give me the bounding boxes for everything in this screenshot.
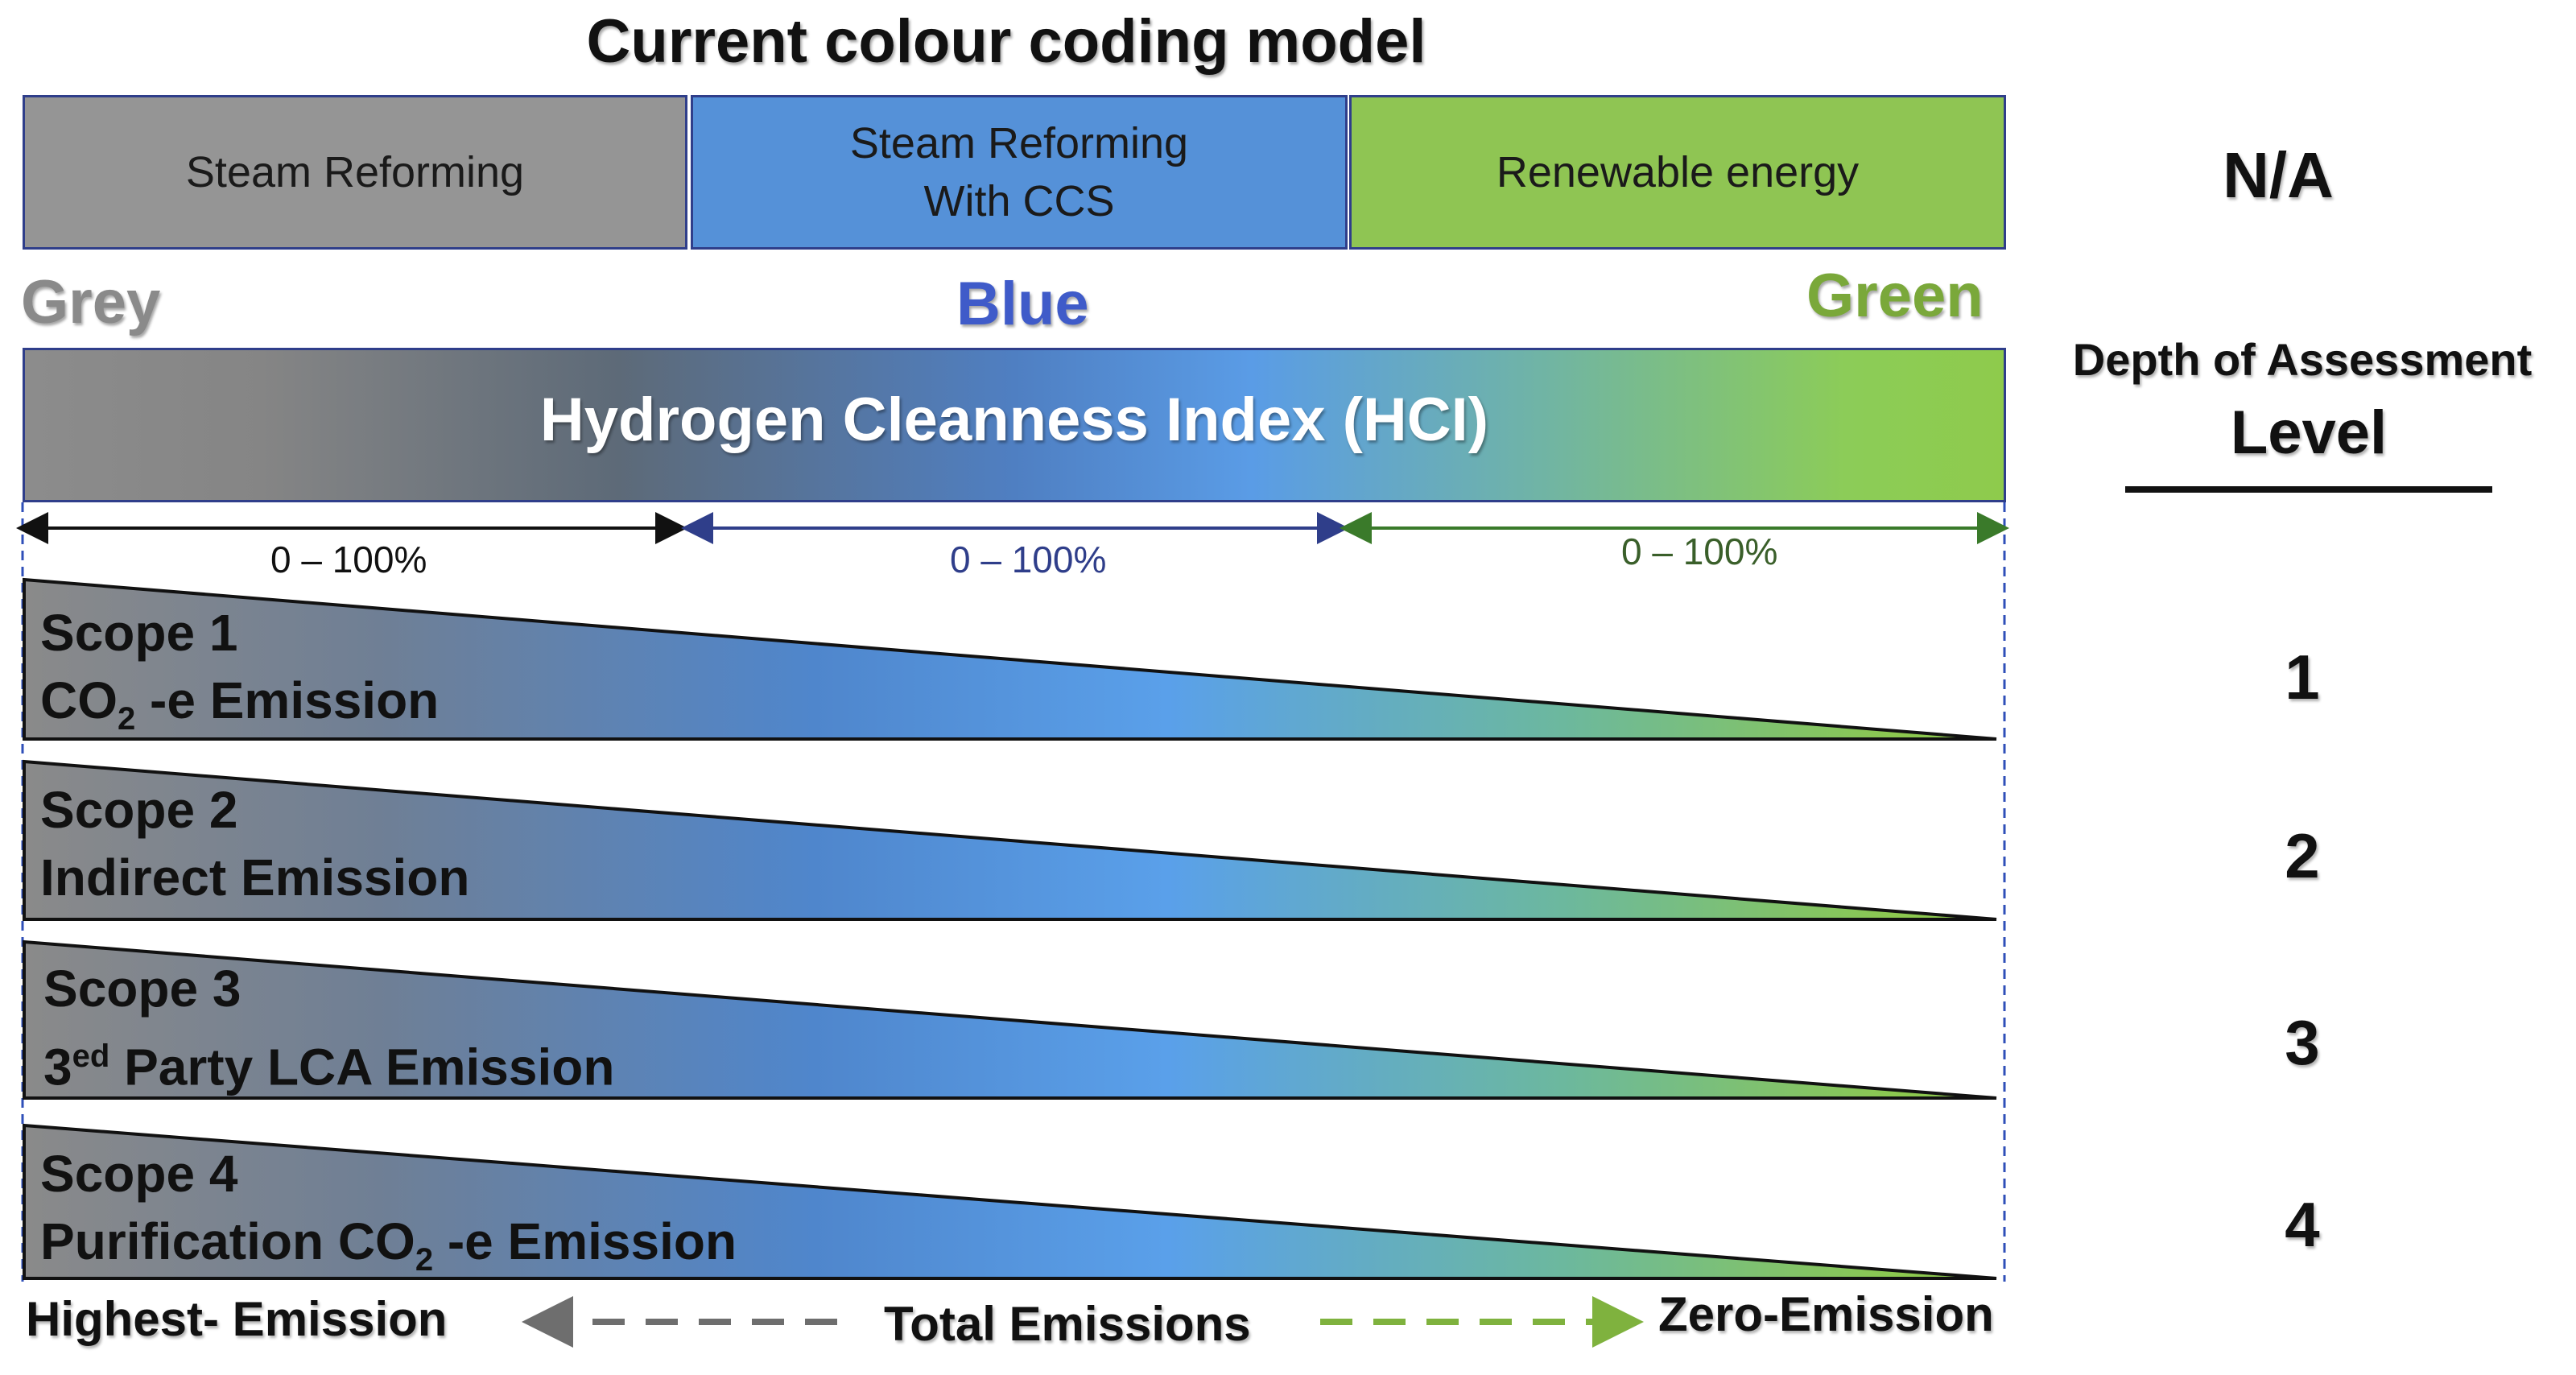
scope-1-title: Scope 1 (40, 604, 238, 662)
scope-3-subtitle: 3ed Party LCA Emission (43, 1038, 615, 1096)
scope-wedge-4 (23, 1123, 1997, 1280)
scope-wedge-2 (23, 759, 1997, 921)
na-label: N/A (2223, 139, 2334, 211)
method-box-steam-reforming: Steam Reforming (23, 95, 687, 250)
scope-4-title: Scope 4 (40, 1145, 238, 1203)
scope-3-title: Scope 3 (43, 960, 242, 1018)
scope-1-text: Scope 1 CO2 -e Emission (40, 599, 439, 753)
range-label-grey: 0 – 100% (270, 539, 427, 580)
method-label: Steam Reforming (185, 148, 525, 196)
scope-1-subtitle: CO2 -e Emission (40, 671, 440, 737)
zero-emission-label: Zero-Emission (1658, 1287, 1994, 1341)
level-3: 3 (2285, 1007, 2320, 1078)
scope-3-text: Scope 3 3ed Party LCA Emission (43, 955, 614, 1100)
scope-2-text: Scope 2 Indirect Emission (40, 776, 469, 911)
scope-4-text: Scope 4 Purification CO2 -e Emission (40, 1140, 737, 1294)
method-box-renewable-energy: Renewable energy (1349, 95, 2006, 250)
method-box-steam-reforming-ccs: Steam Reforming With CCS (691, 95, 1348, 250)
method-label: Steam Reforming With CCS (849, 119, 1189, 225)
level-4: 4 (2285, 1189, 2320, 1260)
highest-emission-label: Highest- Emission (26, 1292, 448, 1346)
method-label: Renewable energy (1496, 148, 1860, 196)
range-label-blue: 0 – 100% (950, 539, 1107, 580)
range-label-green: 0 – 100% (1621, 531, 1778, 572)
diagram-title: Current colour coding model (586, 7, 1426, 76)
total-emissions-label: Total Emissions (884, 1297, 1251, 1351)
level-1: 1 (2285, 642, 2320, 712)
depth-of-assessment-label: Depth of Assessment (2072, 334, 2533, 385)
hci-gradient-bar: Hydrogen Cleanness Index (HCI) (23, 348, 2006, 502)
level-2: 2 (2285, 820, 2320, 891)
scope-wedge-3 (23, 939, 1997, 1100)
scope-4-subtitle: Purification CO2 -e Emission (40, 1212, 737, 1278)
scope-wedge-1 (23, 577, 1997, 741)
color-label-green: Green (1806, 262, 1984, 330)
color-label-grey: Grey (21, 268, 161, 337)
scope-2-title: Scope 2 (40, 781, 238, 839)
scope-2-subtitle: Indirect Emission (40, 849, 470, 906)
hci-label: Hydrogen Cleanness Index (HCI) (539, 385, 1489, 454)
level-label: Level (2230, 398, 2388, 467)
color-label-blue: Blue (956, 270, 1089, 338)
